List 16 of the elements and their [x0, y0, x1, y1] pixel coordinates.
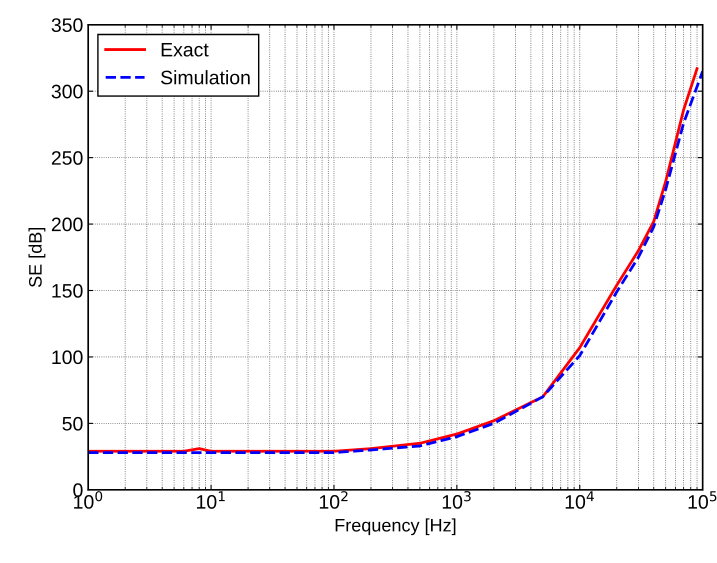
x-tick-label: 10$^{4}$ — [566, 491, 594, 509]
y-tick-label: 100 — [52, 350, 83, 364]
y-tick-label: 200 — [52, 218, 83, 232]
y-tick-label: 250 — [52, 151, 83, 165]
x-tick-label: 10$^{1}$ — [197, 491, 225, 509]
y-tick-label: 300 — [52, 84, 83, 98]
legend-label: Exact — [162, 42, 209, 57]
y-tick-label: 50 — [62, 416, 83, 431]
y-tick-label: 350 — [52, 18, 83, 32]
x-tick-label: 10$^{5}$ — [688, 491, 716, 509]
legend-label: Simulation — [161, 70, 250, 84]
x-tick-label: 10$^{2}$ — [320, 491, 348, 509]
y-axis-title: SE [dB] — [28, 228, 46, 288]
y-tick-label: 150 — [52, 284, 83, 298]
x-axis-title: Frequency [Hz] — [336, 518, 456, 536]
x-tick-label: 10$^{3}$ — [442, 491, 471, 509]
